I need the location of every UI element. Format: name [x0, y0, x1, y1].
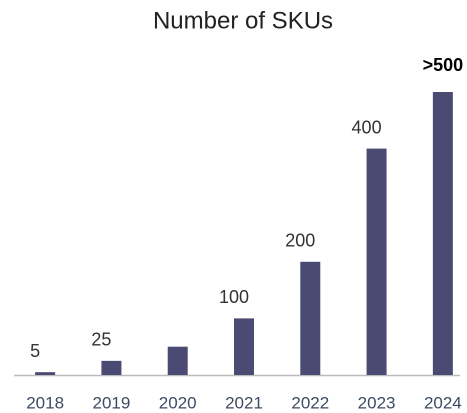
x-tick-label: 2022 [291, 393, 329, 412]
data-label: 200 [285, 231, 315, 251]
x-tick-label: 2020 [159, 393, 197, 412]
bar [101, 360, 122, 375]
bar [167, 346, 188, 375]
data-label: >500 [423, 55, 464, 75]
bar [366, 148, 387, 375]
bar [35, 372, 56, 375]
x-tick-label: 2019 [93, 393, 131, 412]
x-tick-label: 2018 [26, 393, 64, 412]
x-tick-label: 2021 [225, 393, 263, 412]
data-label: 25 [91, 330, 111, 350]
x-tick-label: 2024 [424, 393, 462, 412]
data-label: 400 [352, 117, 382, 137]
bar [432, 92, 453, 375]
chart-title: Number of SKUs [153, 7, 333, 34]
x-tick-label: 2023 [358, 393, 396, 412]
bar [234, 318, 254, 375]
data-label: 5 [30, 341, 40, 361]
bar [300, 261, 321, 375]
data-label: 100 [219, 287, 249, 307]
